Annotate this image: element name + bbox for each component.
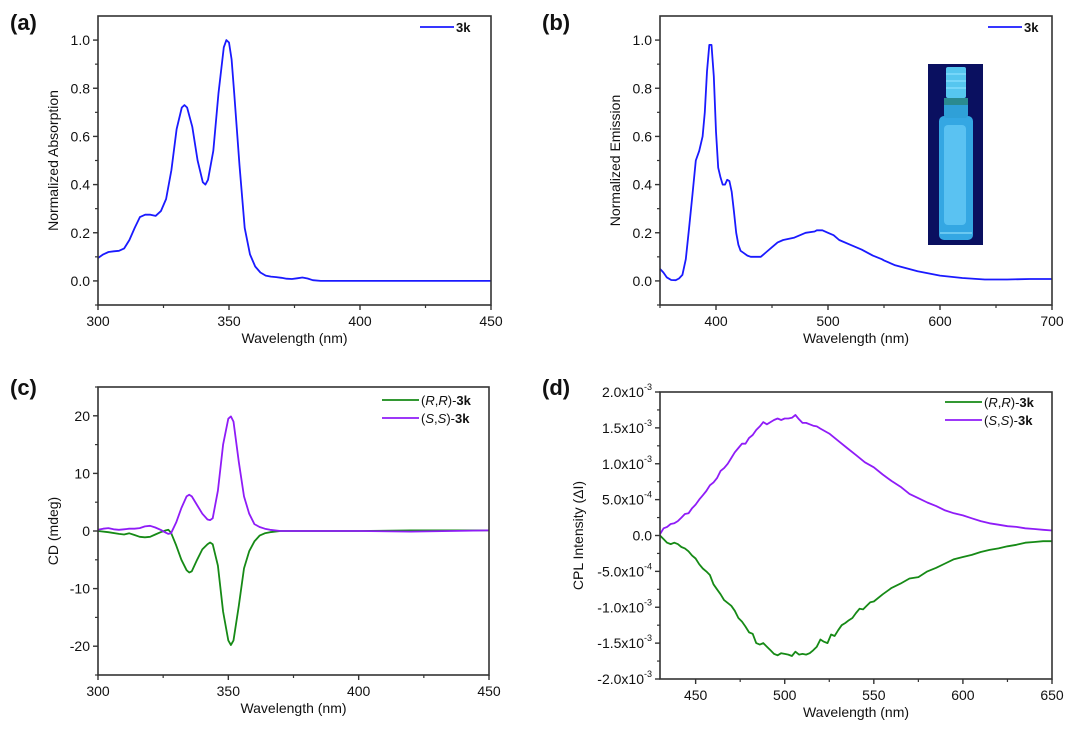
panel-letter-b: (b) xyxy=(542,10,570,35)
y-tick-label: 0.8 xyxy=(633,80,653,96)
legend-entry: (R,R)-3k xyxy=(984,395,1035,410)
x-tick-label: 350 xyxy=(217,683,241,699)
y-tick-label: 0.8 xyxy=(71,80,91,96)
x-tick-label: 300 xyxy=(86,313,110,329)
x-axis-label: Wavelength (nm) xyxy=(803,330,909,346)
y-tick-label: 1.0x10-3 xyxy=(602,454,652,472)
y-tick-label: -1.5x10-3 xyxy=(597,633,652,651)
plot-frame xyxy=(659,15,1053,306)
y-tick-label: 0.2 xyxy=(633,225,653,241)
series-line-green xyxy=(659,534,1052,657)
x-tick-label: 650 xyxy=(1040,687,1064,703)
legend-entry: (R,R)-3k xyxy=(421,393,472,408)
legend-entry: 3k xyxy=(456,20,471,35)
x-tick-label: 550 xyxy=(862,687,886,703)
y-tick-label: -10 xyxy=(70,581,90,597)
panel-d: (d) 450 500 550 600 650 -2.0x10-3 -1.5x10-3 -1.… xyxy=(542,375,1064,720)
y-tick-label: 5.0x10-4 xyxy=(602,490,652,508)
x-axis-label: Wavelength (nm) xyxy=(240,700,346,716)
y-axis-label: Normalized Emission xyxy=(607,95,623,226)
y-tick-label: 0.0 xyxy=(633,528,653,544)
x-tick-label: 450 xyxy=(479,313,503,329)
x-tick-label: 350 xyxy=(217,313,241,329)
x-tick-label: 500 xyxy=(816,313,840,329)
x-axis-label: Wavelength (nm) xyxy=(241,330,347,346)
legend-entry: (S,S)-3k xyxy=(984,413,1033,428)
x-tick-label: 300 xyxy=(86,683,110,699)
x-tick-label: 400 xyxy=(347,683,371,699)
y-tick-label: 0.0 xyxy=(633,273,653,289)
vial-threads xyxy=(946,67,966,98)
y-tick-label: 1.5x10-3 xyxy=(602,418,652,436)
series-line-blue xyxy=(97,39,491,282)
y-tick-label: 0.4 xyxy=(71,177,91,193)
y-tick-label: -2.0x10-3 xyxy=(597,669,652,687)
x-tick-label: 450 xyxy=(684,687,708,703)
vial-photo-inset xyxy=(928,64,983,245)
x-tick-label: 400 xyxy=(348,313,372,329)
panel-letter-d: (d) xyxy=(542,375,570,400)
panel-c: (c) 300 350 400 450 -20 -10 0 10 20 Wavelength (n… xyxy=(10,375,501,716)
series-line-purple xyxy=(659,414,1053,535)
y-tick-label: 1.0 xyxy=(633,32,653,48)
y-axis-label: CPL Intensity (ΔI) xyxy=(570,481,586,590)
panel-letter-c: (c) xyxy=(10,375,37,400)
y-tick-label: 0.4 xyxy=(633,177,653,193)
x-tick-label: 600 xyxy=(928,313,952,329)
y-tick-label: 0.0 xyxy=(71,273,91,289)
panel-a: (a) 300 350 400 450 0.0 0.2 0.4 0.6 0.8 1.0 Wavele… xyxy=(10,10,503,346)
plot-frame xyxy=(97,15,492,306)
y-tick-label: 0.6 xyxy=(71,128,91,144)
legend-entry: (S,S)-3k xyxy=(421,411,470,426)
y-tick-label: 0.6 xyxy=(633,128,653,144)
y-tick-label: -1.0x10-3 xyxy=(597,597,652,615)
x-axis-label: Wavelength (nm) xyxy=(803,704,909,720)
y-tick-label: 2.0x10-3 xyxy=(602,382,652,400)
y-tick-label: -20 xyxy=(70,638,90,654)
y-tick-label: 0 xyxy=(82,523,90,539)
y-tick-label: 0.2 xyxy=(71,225,91,241)
y-axis-label: CD (mdeg) xyxy=(45,497,61,565)
x-tick-label: 450 xyxy=(477,683,501,699)
vial-neck-band xyxy=(944,98,968,105)
x-tick-label: 700 xyxy=(1040,313,1064,329)
legend-entry: 3k xyxy=(1024,20,1039,35)
vial-glass-shine xyxy=(944,125,966,225)
y-tick-label: 10 xyxy=(74,465,90,481)
y-tick-label: 20 xyxy=(74,408,90,424)
panel-b: (b) 400 500 600 700 0.0 0.2 0.4 0.6 0.8 1.0 Wavele… xyxy=(542,10,1064,346)
y-tick-label: 1.0 xyxy=(71,32,91,48)
x-tick-label: 600 xyxy=(951,687,975,703)
x-tick-label: 400 xyxy=(704,313,728,329)
series-line-purple xyxy=(97,415,490,535)
panel-letter-a: (a) xyxy=(10,10,37,35)
y-tick-label: -5.0x10-4 xyxy=(597,561,652,579)
y-axis-label: Normalized Absorption xyxy=(45,90,61,231)
series-line-blue xyxy=(659,44,1052,282)
series-line-green xyxy=(97,528,489,646)
plot-frame xyxy=(659,391,1053,680)
x-tick-label: 500 xyxy=(773,687,797,703)
